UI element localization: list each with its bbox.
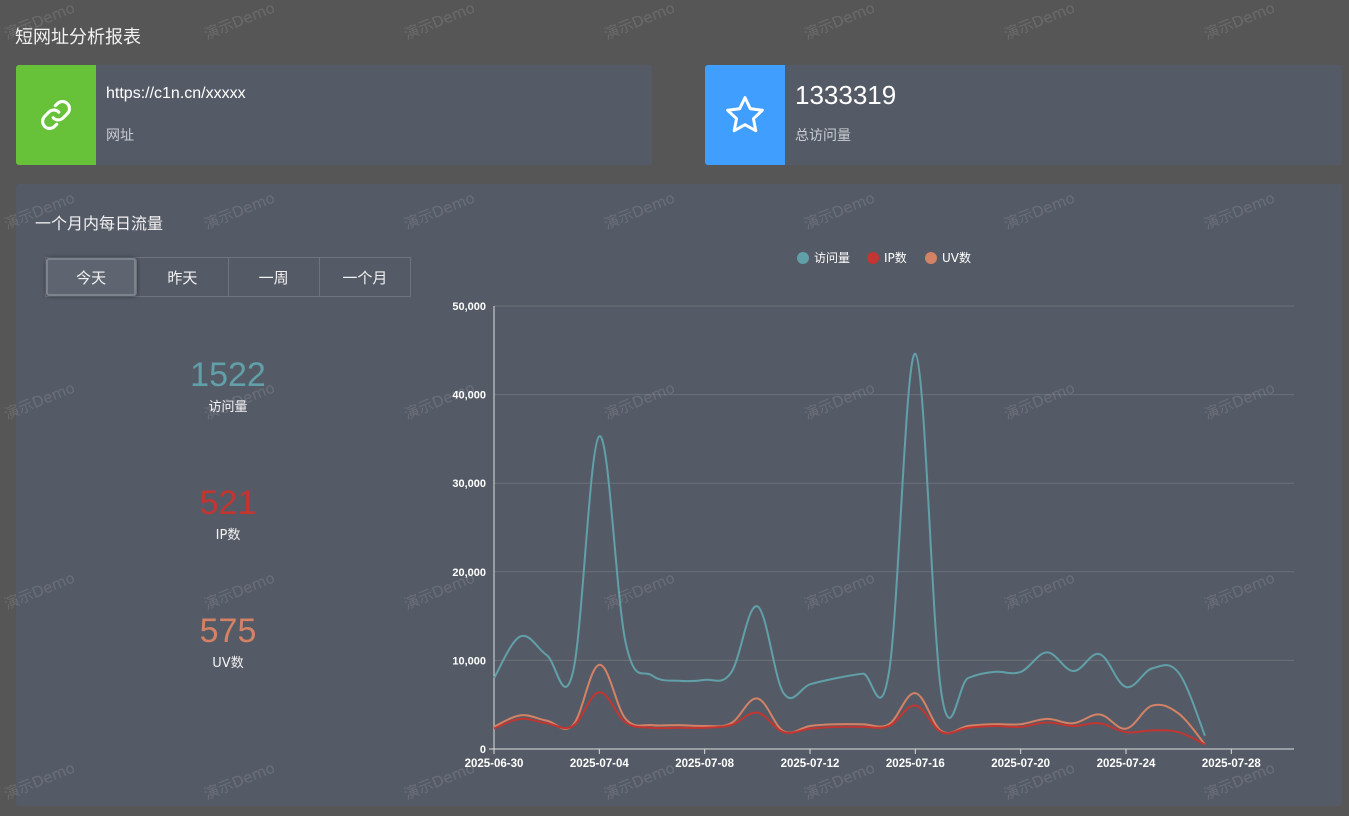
y-tick-label: 0 <box>480 744 486 756</box>
watermark-text: 演示Demo <box>401 0 478 44</box>
x-tick-label: 2025-07-04 <box>570 758 629 770</box>
x-tick-label: 2025-07-28 <box>1202 758 1261 770</box>
stat-ip-value: 521 <box>199 484 257 522</box>
series-line-UV数 <box>493 663 1206 746</box>
link-icon-box <box>16 65 96 165</box>
y-tick-label: 30,000 <box>452 478 486 490</box>
y-tick-label: 40,000 <box>452 390 486 402</box>
watermark-text: 演示Demo <box>601 0 678 44</box>
legend-label: 访问量 <box>814 251 850 265</box>
url-label: 网址 <box>106 128 134 144</box>
daily-traffic-panel: 一个月内每日流量 今天 昨天 一周 一个月 1522 访问量 521 IP数 5… <box>16 184 1342 806</box>
x-tick-label: 2025-07-08 <box>675 758 734 770</box>
url-value[interactable]: https://c1n.cn/xxxxx <box>106 85 246 102</box>
url-card: https://c1n.cn/xxxxx 网址 <box>16 65 652 165</box>
x-tick-label: 2025-07-24 <box>1097 758 1156 770</box>
watermark-text: 演示Demo <box>1201 0 1278 44</box>
watermark-text: 演示Demo <box>1001 0 1078 44</box>
y-tick-label: 20,000 <box>452 567 486 579</box>
panel-title: 一个月内每日流量 <box>35 214 164 233</box>
stat-visits-value: 1522 <box>190 356 266 394</box>
tab-today[interactable]: 今天 <box>46 258 138 296</box>
series-line-IP数 <box>493 691 1206 746</box>
stat-ip-label: IP数 <box>215 528 241 543</box>
total-visits-card: 1333319 总访问量 <box>705 65 1342 165</box>
link-icon <box>41 100 71 130</box>
x-tick-label: 2025-07-12 <box>781 758 840 770</box>
legend-marker <box>925 252 937 264</box>
series-line-访问量 <box>493 352 1206 737</box>
tab-month[interactable]: 一个月 <box>342 268 388 287</box>
legend-label: IP数 <box>884 250 907 265</box>
stat-visits-label: 访问量 <box>208 400 248 415</box>
total-visits-label: 总访问量 <box>795 128 851 144</box>
stat-uv-label: UV数 <box>212 656 244 671</box>
x-tick-label: 2025-07-20 <box>991 758 1050 770</box>
star-icon-box <box>705 65 785 165</box>
page-title: 短网址分析报表 <box>15 27 141 48</box>
y-tick-label: 10,000 <box>452 655 486 667</box>
stat-uv-value: 575 <box>199 612 257 650</box>
tab-week[interactable]: 一周 <box>229 258 320 296</box>
x-tick-label: 2025-07-16 <box>886 758 945 770</box>
legend-label: UV数 <box>942 250 971 265</box>
legend-marker <box>797 252 809 264</box>
watermark-text: 演示Demo <box>201 0 278 44</box>
watermark-text: 演示Demo <box>801 0 878 44</box>
tab-yesterday[interactable]: 昨天 <box>137 258 229 296</box>
x-tick-label: 2025-06-30 <box>465 758 524 770</box>
stat-uv: 575 UV数 <box>128 612 328 671</box>
legend-marker <box>867 252 879 264</box>
stat-visits: 1522 访问量 <box>128 356 328 415</box>
star-icon <box>726 96 764 133</box>
y-tick-label: 50,000 <box>452 301 486 313</box>
total-visits-value: 1333319 <box>795 80 897 110</box>
period-tabs: 今天 昨天 一周 一个月 <box>45 257 411 297</box>
stat-ip: 521 IP数 <box>128 484 328 543</box>
